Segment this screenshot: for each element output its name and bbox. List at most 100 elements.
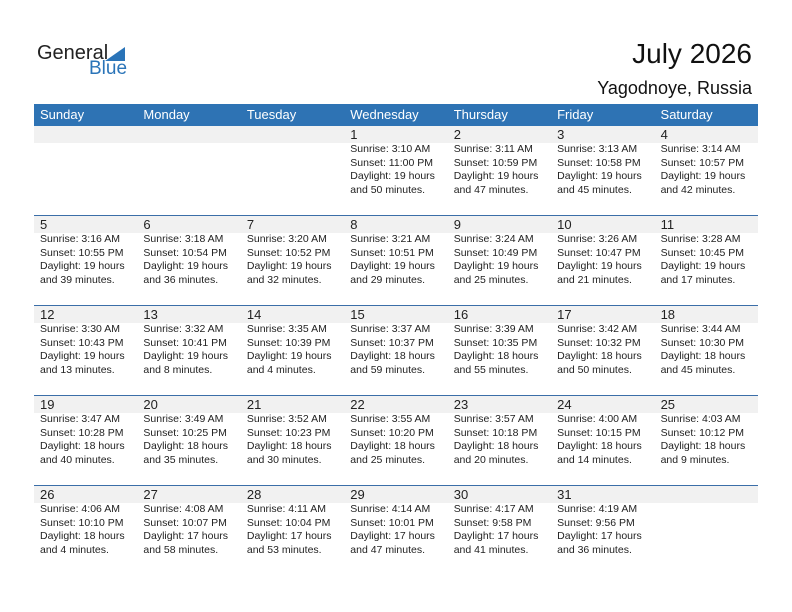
day-cell: 27 Sunrise: 4:08 AM Sunset: 10:07 PM Daylig… — [137, 486, 240, 574]
daylight-minutes-text: and 35 minutes. — [143, 453, 219, 466]
daylight-text: Daylight: 17 hours — [350, 530, 435, 542]
daylight-text: Daylight: 19 hours — [557, 260, 642, 272]
weekday-thursday: Thursday — [453, 107, 508, 122]
sunrise-text: Sunrise: 3:32 AM — [143, 323, 224, 335]
week-row: 12 Sunrise: 3:30 AM Sunset: 10:43 PM Daylig… — [34, 305, 758, 395]
sunrise-text: Sunrise: 3:28 AM — [660, 233, 741, 245]
sunset-text: Sunset: 10:18 PM — [453, 426, 538, 439]
daylight-minutes-text: and 42 minutes. — [660, 183, 736, 196]
week-row: 5 Sunrise: 3:16 AM Sunset: 10:55 PM Dayligh… — [34, 215, 758, 305]
sunset-text: Sunset: 10:51 PM — [350, 246, 434, 259]
daylight-minutes-text: and 41 minutes. — [453, 543, 529, 556]
sunrise-text: Sunrise: 3:14 AM — [660, 143, 741, 155]
weekday-saturday: Saturday — [660, 107, 713, 122]
sunrise-text: Sunrise: 3:26 AM — [557, 233, 638, 245]
sunrise-text: Sunrise: 3:55 AM — [350, 413, 431, 425]
page-title: July 2026 — [632, 38, 752, 69]
date-strip — [34, 396, 758, 413]
sunset-text: Sunset: 10:41 PM — [143, 336, 227, 349]
sunset-text: Sunset: 10:43 PM — [40, 336, 124, 349]
day-cell: 7 Sunrise: 3:20 AM Sunset: 10:52 PM Dayligh… — [241, 216, 344, 304]
location: Yagodnoye, Russia — [597, 78, 752, 98]
sunrise-text: Sunrise: 3:11 AM — [453, 143, 533, 155]
sunset-text: Sunset: 10:54 PM — [143, 246, 227, 259]
sunset-text: Sunset: 9:56 PM — [557, 516, 635, 529]
day-cell: 20 Sunrise: 3:49 AM Sunset: 10:25 PM Daylig… — [137, 396, 240, 484]
day-number: 16 — [453, 307, 469, 322]
day-cell: 17 Sunrise: 3:42 AM Sunset: 10:32 PM Daylig… — [551, 306, 654, 394]
logo-triangle-icon — [105, 47, 125, 61]
sunrise-text: Sunrise: 3:39 AM — [453, 323, 534, 335]
sunrise-text: Sunrise: 3:21 AM — [350, 233, 431, 245]
sunset-text: Sunset: 10:25 PM — [143, 426, 227, 439]
day-cell: 3 Sunrise: 3:13 AM Sunset: 10:58 PM Dayligh… — [551, 126, 654, 214]
daylight-minutes-text: and 50 minutes. — [557, 363, 632, 376]
week-row: 26 Sunrise: 4:06 AM Sunset: 10:10 PM Daylig… — [34, 485, 758, 575]
day-cell: 2 Sunrise: 3:11 AM Sunset: 10:59 PM Dayligh… — [448, 126, 551, 214]
daylight-text: Daylight: 19 hours — [246, 350, 332, 362]
day-number: 24 — [557, 397, 572, 412]
weekday-tuesday: Tuesday — [246, 107, 297, 122]
day-number: 22 — [350, 397, 365, 412]
daylight-text: Daylight: 18 hours — [40, 440, 125, 452]
day-cell: 24 Sunrise: 4:00 AM Sunset: 10:15 PM Daylig… — [551, 396, 654, 484]
weekday-sunday: Sunday — [40, 107, 85, 122]
daylight-minutes-text: and 47 minutes. — [350, 543, 425, 556]
day-cell: 30 Sunrise: 4:17 AM Sunset: 9:58 PM Dayligh… — [448, 486, 551, 574]
daylight-text: Daylight: 18 hours — [453, 440, 539, 452]
week-row: 19 Sunrise: 3:47 AM Sunset: 10:28 PM Daylig… — [34, 395, 758, 485]
daylight-text: Daylight: 19 hours — [557, 170, 642, 182]
sunrise-text: Sunrise: 3:52 AM — [246, 413, 327, 425]
sunrise-text: Sunrise: 3:30 AM — [40, 323, 120, 335]
sunrise-text: Sunrise: 4:17 AM — [453, 503, 534, 515]
sunset-text: Sunset: 10:35 PM — [453, 336, 538, 349]
daylight-text: Daylight: 17 hours — [143, 530, 229, 542]
daylight-minutes-text: and 9 minutes. — [660, 453, 730, 466]
sunrise-text: Sunrise: 3:44 AM — [660, 323, 741, 335]
sunset-text: Sunset: 10:39 PM — [246, 336, 331, 349]
day-cell: 9 Sunrise: 3:24 AM Sunset: 10:49 PM Dayligh… — [448, 216, 551, 304]
sunrise-text: Sunrise: 4:08 AM — [143, 503, 224, 515]
day-number: 9 — [453, 217, 461, 232]
sunset-text: Sunset: 10:45 PM — [660, 246, 745, 259]
daylight-minutes-text: and 47 minutes. — [453, 183, 529, 196]
sunrise-text: Sunrise: 4:06 AM — [40, 503, 120, 515]
sunset-text: Sunset: 9:58 PM — [453, 516, 532, 529]
day-cell: 21 Sunrise: 3:52 AM Sunset: 10:23 PM Daylig… — [241, 396, 344, 484]
daylight-text: Daylight: 18 hours — [246, 440, 332, 452]
day-number: 2 — [453, 127, 461, 142]
daylight-minutes-text: and 58 minutes. — [143, 543, 219, 556]
day-cell: 16 Sunrise: 3:39 AM Sunset: 10:35 PM Daylig… — [448, 306, 551, 394]
day-number: 28 — [246, 487, 262, 502]
logo-text-blue: Blue — [89, 58, 128, 79]
daylight-text: Daylight: 19 hours — [143, 350, 229, 362]
daylight-text: Daylight: 19 hours — [143, 260, 229, 272]
sunset-text: Sunset: 10:30 PM — [660, 336, 745, 349]
daylight-minutes-text: and 4 minutes. — [246, 363, 316, 376]
sunset-text: Sunset: 11:00 PM — [350, 156, 433, 169]
sunrise-text: Sunrise: 3:35 AM — [246, 323, 327, 335]
day-cell: 29 Sunrise: 4:14 AM Sunset: 10:01 PM Daylig… — [344, 486, 447, 574]
sunset-text: Sunset: 10:47 PM — [557, 246, 641, 259]
day-cell: 26 Sunrise: 4:06 AM Sunset: 10:10 PM Daylig… — [34, 486, 137, 574]
sunset-text: Sunset: 10:37 PM — [350, 336, 434, 349]
day-number: 12 — [40, 307, 55, 322]
sunrise-text: Sunrise: 4:19 AM — [557, 503, 638, 515]
sunrise-text: Sunrise: 3:20 AM — [246, 233, 327, 245]
day-number: 29 — [350, 487, 365, 502]
week-row: 1 Sunrise: 3:10 AM Sunset: 11:00 PM Dayligh… — [34, 126, 758, 216]
daylight-minutes-text: and 55 minutes. — [453, 363, 529, 376]
daylight-minutes-text: and 40 minutes. — [40, 453, 115, 466]
daylight-minutes-text: and 59 minutes. — [350, 363, 425, 376]
weekday-monday: Monday — [143, 107, 190, 122]
daylight-minutes-text: and 14 minutes. — [557, 453, 632, 466]
day-cell: 31 Sunrise: 4:19 AM Sunset: 9:56 PM Dayligh… — [551, 486, 654, 574]
sunset-text: Sunset: 10:12 PM — [660, 426, 745, 439]
day-number: 23 — [453, 397, 469, 412]
day-cell: 18 Sunrise: 3:44 AM Sunset: 10:30 PM Daylig… — [655, 306, 758, 394]
daylight-text: Daylight: 19 hours — [40, 260, 125, 272]
daylight-minutes-text: and 8 minutes. — [143, 363, 213, 376]
daylight-minutes-text: and 13 minutes. — [40, 363, 115, 376]
day-number: 30 — [453, 487, 469, 502]
daylight-minutes-text: and 4 minutes. — [40, 543, 109, 556]
